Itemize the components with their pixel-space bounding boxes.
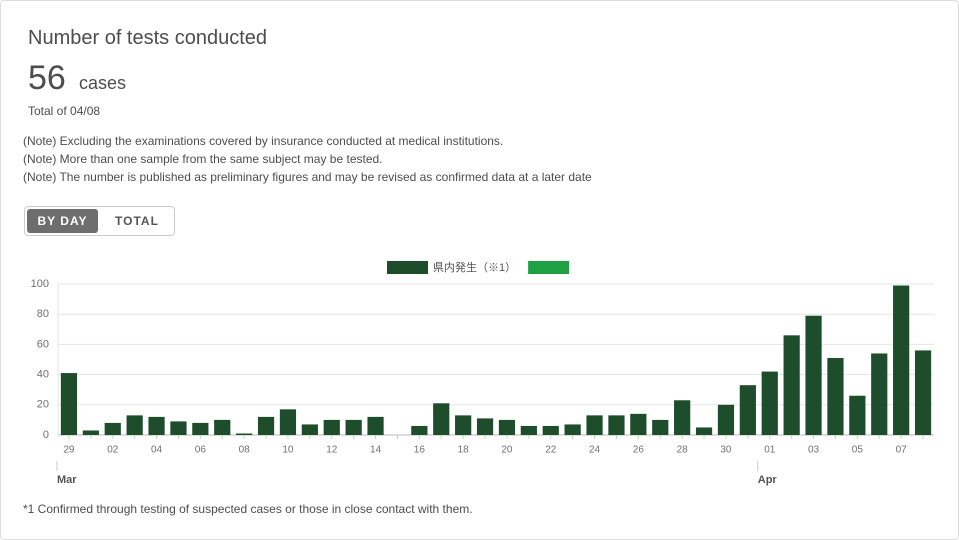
toggle-by-day[interactable]: BY DAY [27,209,98,233]
x-tick-label: 12 [326,445,338,456]
x-tick-label: 03 [808,445,820,456]
y-tick-label: 0 [43,429,49,441]
x-tick-label: 04 [151,445,163,456]
bar [257,416,275,435]
y-tick-label: 60 [37,338,49,350]
bar [849,395,866,435]
bar [433,403,450,435]
month-label: Mar [57,474,77,486]
bar [717,404,735,435]
bar [805,315,822,435]
bar [783,335,800,435]
legend-swatch [528,261,570,274]
x-tick-label: 22 [545,445,557,456]
toggle-total[interactable]: TOTAL [115,214,159,228]
bar [345,419,362,435]
x-tick-label: 02 [107,445,119,456]
x-tick-label: 29 [63,445,75,456]
date-note: Total of 04/08 [28,104,101,118]
bar [893,285,910,435]
legend-label: 県内発生（※1） [433,260,516,274]
bar [608,415,625,435]
bar [871,353,888,435]
bar [476,418,494,435]
y-tick-label: 80 [37,308,49,320]
x-tick-label: 01 [764,445,776,456]
bar [170,421,187,435]
bar [564,424,581,435]
x-tick-label: 08 [239,445,251,456]
bar [520,425,537,435]
x-tick-label: 10 [282,445,294,456]
bar [739,385,756,435]
y-tick-label: 100 [31,278,49,290]
x-tick-label: 18 [458,445,470,456]
y-tick-label: 20 [37,399,49,411]
bar [104,422,121,435]
total-value: 56 [28,59,66,97]
bar [586,415,603,435]
note: (Note) More than one sample from the sam… [23,152,383,166]
bar [542,425,559,435]
bar [498,419,516,435]
note: (Note) The number is published as prelim… [23,170,592,184]
x-tick-label: 06 [195,445,207,456]
bar [411,425,428,435]
bar [827,357,844,435]
footnote: *1 Confirmed through testing of suspecte… [23,502,473,516]
month-label: Apr [758,474,778,486]
x-tick-label: 26 [633,445,645,456]
bar [126,415,143,435]
x-tick-label: 30 [720,445,732,456]
x-tick-label: 07 [896,445,908,456]
bar [652,419,669,435]
x-tick-label: 14 [370,445,382,456]
bar [60,373,78,435]
bar [761,371,778,435]
bar [323,419,340,435]
bar [914,350,932,435]
x-tick-label: 28 [677,445,689,456]
bar [192,422,209,435]
bar [279,409,297,435]
total-unit: cases [79,73,127,93]
bar [214,419,231,435]
bar [455,415,472,435]
x-tick-label: 24 [589,445,601,456]
card-title: Number of tests conducted [28,27,268,49]
x-tick-label: 16 [414,445,426,456]
toggle-group: BY DAY TOTAL [24,206,175,236]
y-tick-label: 40 [37,369,49,381]
bar [148,416,165,435]
note: (Note) Excluding the examinations covere… [23,134,504,148]
bar [236,433,253,435]
legend-swatch [387,261,428,274]
bar [301,424,318,435]
bar [695,427,713,435]
x-tick-label: 05 [852,445,864,456]
bar [367,416,384,435]
bar [82,430,99,435]
bar [630,413,647,435]
bar [674,400,691,435]
x-tick-label: 20 [501,445,513,456]
